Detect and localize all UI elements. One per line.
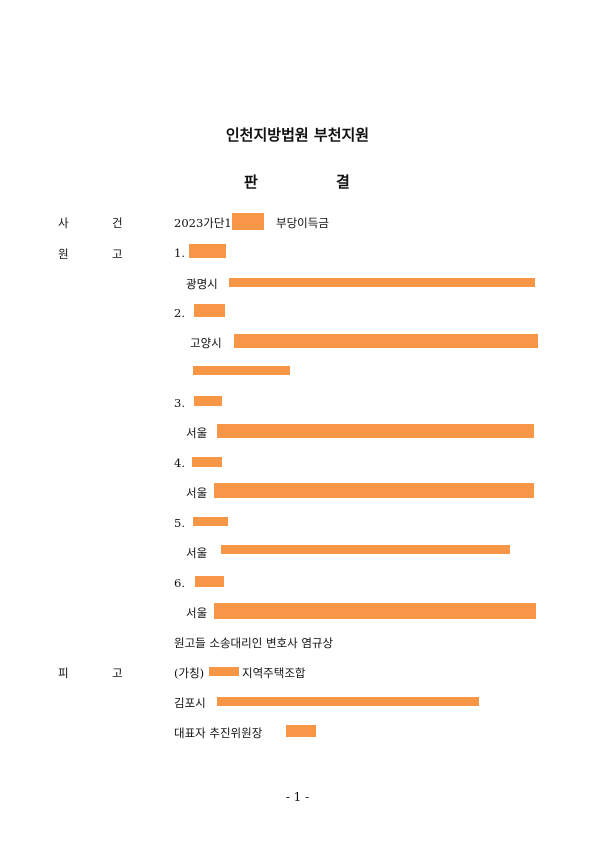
redaction-box <box>214 483 534 498</box>
redaction-box <box>217 424 534 438</box>
redaction-box <box>217 697 479 706</box>
redaction-box <box>192 457 222 467</box>
redaction-box <box>189 244 226 258</box>
defendant-address: 김포시 <box>174 696 206 710</box>
redaction-box <box>194 396 222 406</box>
plaintiff-label-2: 고 <box>112 247 123 261</box>
case-label-2: 건 <box>112 216 123 230</box>
plaintiff-counsel: 원고들 소송대리인 변호사 염규상 <box>174 636 334 650</box>
case-name: 부당이득금 <box>276 216 329 230</box>
case-label-1: 사 <box>58 216 69 230</box>
redaction-box <box>193 366 290 375</box>
redaction-box <box>221 545 510 554</box>
case-number: 2023가단1 <box>174 216 232 230</box>
redaction-box <box>229 278 535 287</box>
defendant-name-prefix: (가칭) <box>174 666 205 680</box>
redaction-box <box>194 304 225 317</box>
plaintiff-2-number: 2. <box>174 306 185 320</box>
plaintiff-5-address: 서울 <box>186 546 208 560</box>
redaction-box <box>232 213 264 230</box>
plaintiff-3-address: 서울 <box>186 426 208 440</box>
page-number: - 1 - <box>285 790 310 804</box>
defendant-label-1: 피 <box>58 666 69 680</box>
redaction-box <box>234 334 538 348</box>
plaintiff-4-number: 4. <box>174 456 185 470</box>
redaction-box <box>286 725 316 737</box>
document-title-right: 결 <box>336 173 350 191</box>
plaintiff-5-number: 5. <box>174 516 185 530</box>
plaintiff-6-number: 6. <box>174 576 185 590</box>
redaction-box <box>195 576 224 587</box>
document-title-left: 판 <box>244 173 258 191</box>
plaintiff-1-number: 1. <box>174 246 185 260</box>
plaintiff-6-address: 서울 <box>186 606 208 620</box>
plaintiff-label-1: 원 <box>58 247 69 261</box>
defendant-name-suffix: 지역주택조합 <box>242 666 306 680</box>
redaction-box <box>209 667 239 676</box>
court-name: 인천지방법원 부천지원 <box>225 126 370 144</box>
defendant-representative: 대표자 추진위원장 <box>174 726 263 740</box>
defendant-label-2: 고 <box>112 666 123 680</box>
plaintiff-3-number: 3. <box>174 396 185 410</box>
redaction-box <box>193 517 228 526</box>
redaction-box <box>214 603 536 619</box>
plaintiff-4-address: 서울 <box>186 486 208 500</box>
plaintiff-2-address: 고양시 <box>190 336 222 350</box>
plaintiff-1-address: 광명시 <box>186 277 218 291</box>
